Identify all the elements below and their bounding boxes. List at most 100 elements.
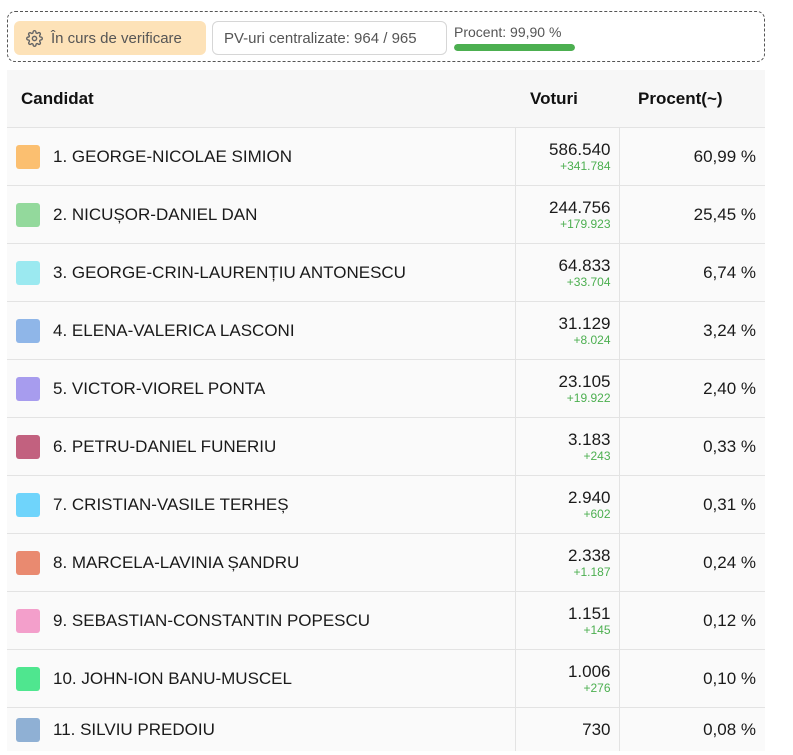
table-row[interactable]: 9. SEBASTIAN-CONSTANTIN POPESCU 1.151 +145… xyxy=(7,591,765,650)
candidate-name: 5. VICTOR-VIOREL PONTA xyxy=(53,378,266,398)
candidate-wrap: 6. PETRU-DANIEL FUNERIU xyxy=(16,434,514,459)
candidate-name: 9. SEBASTIAN-CONSTANTIN POPESCU xyxy=(53,610,371,630)
candidate-name: 8. MARCELA-LAVINIA ȘANDRU xyxy=(53,552,300,572)
table-row[interactable]: 3. GEORGE-CRIN-LAURENȚIU ANTONESCU 64.833… xyxy=(7,243,765,302)
table-header-row: Candidat Voturi Procent(~) xyxy=(7,70,765,128)
candidate-name: 1. GEORGE-NICOLAE SIMION xyxy=(53,146,292,166)
candidate-name: 10. JOHN-ION BANU-MUSCEL xyxy=(53,668,292,688)
candidate-wrap: 10. JOHN-ION BANU-MUSCEL xyxy=(16,666,514,691)
candidate-wrap: 8. MARCELA-LAVINIA ȘANDRU xyxy=(16,550,514,575)
results-table: Candidat Voturi Procent(~) 1. GEORGE-NIC… xyxy=(7,70,765,751)
candidate-name: 6. PETRU-DANIEL FUNERIU xyxy=(53,436,277,456)
candidate-name: 7. CRISTIAN-VASILE TERHEȘ xyxy=(53,494,289,514)
votes-delta: +243 xyxy=(583,448,611,463)
candidate-cell: 3. GEORGE-CRIN-LAURENȚIU ANTONESCU xyxy=(7,243,515,302)
candidate-name: 4. ELENA-VALERICA LASCONI xyxy=(53,320,295,340)
votes-delta: +19.922 xyxy=(566,390,611,405)
percent-cell: 0,12 % xyxy=(619,591,765,650)
percent-cell: 0,33 % xyxy=(619,417,765,476)
table-row[interactable]: 10. JOHN-ION BANU-MUSCEL 1.006 +276 0,10 % xyxy=(7,649,765,708)
candidate-wrap: 4. ELENA-VALERICA LASCONI xyxy=(16,318,514,343)
votes-cell: 2.940 +602 xyxy=(514,475,620,534)
votes-cell: 244.756 +179.923 xyxy=(514,185,620,244)
percent-cell: 0,08 % xyxy=(619,707,765,751)
percent-progress: Procent: 99,90 % xyxy=(454,21,584,55)
party-color-swatch xyxy=(16,550,40,575)
header-votes[interactable]: Voturi xyxy=(515,70,619,128)
percent-cell: 3,24 % xyxy=(619,301,765,360)
header-candidate[interactable]: Candidat xyxy=(7,70,515,128)
pv-count-label: PV-uri centralizate: 964 / 965 xyxy=(224,29,417,47)
pv-count-badge: PV-uri centralizate: 964 / 965 xyxy=(212,21,447,55)
votes-value: 3.183 xyxy=(567,429,611,449)
table-row[interactable]: 6. PETRU-DANIEL FUNERIU 3.183 +243 0,33 % xyxy=(7,417,765,476)
candidate-cell: 7. CRISTIAN-VASILE TERHEȘ xyxy=(7,475,515,534)
party-color-swatch xyxy=(16,434,40,459)
candidate-cell: 6. PETRU-DANIEL FUNERIU xyxy=(7,417,515,476)
table-row[interactable]: 5. VICTOR-VIOREL PONTA 23.105 +19.922 2,40 … xyxy=(7,359,765,418)
progress-bar-fill xyxy=(454,44,575,51)
table-row[interactable]: 11. SILVIU PREDOIU 730 0,08 % xyxy=(7,707,765,751)
votes-value: 64.833 xyxy=(558,255,611,275)
votes-delta: +8.024 xyxy=(573,332,611,347)
gear-icon xyxy=(26,29,43,47)
votes-value: 730 xyxy=(582,719,611,739)
candidate-name: 3. GEORGE-CRIN-LAURENȚIU ANTONESCU xyxy=(53,262,406,282)
candidate-cell: 9. SEBASTIAN-CONSTANTIN POPESCU xyxy=(7,591,515,650)
candidate-wrap: 9. SEBASTIAN-CONSTANTIN POPESCU xyxy=(16,608,514,633)
votes-cell: 1.151 +145 xyxy=(514,591,620,650)
party-color-swatch xyxy=(16,376,40,401)
candidate-wrap: 11. SILVIU PREDOIU xyxy=(16,717,514,742)
votes-value: 2.940 xyxy=(567,487,611,507)
verification-status-badge[interactable]: În curs de verificare xyxy=(14,21,206,55)
percent-cell: 6,74 % xyxy=(619,243,765,302)
candidate-wrap: 1. GEORGE-NICOLAE SIMION xyxy=(16,144,514,169)
candidate-wrap: 7. CRISTIAN-VASILE TERHEȘ xyxy=(16,492,514,517)
candidate-wrap: 5. VICTOR-VIOREL PONTA xyxy=(16,376,514,401)
status-bar: În curs de verificare PV-uri centralizat… xyxy=(7,11,765,62)
percent-cell: 0,10 % xyxy=(619,649,765,708)
percent-cell: 2,40 % xyxy=(619,359,765,418)
votes-delta: +341.784 xyxy=(560,158,611,173)
candidate-wrap: 2. NICUȘOR-DANIEL DAN xyxy=(16,202,514,227)
votes-cell: 1.006 +276 xyxy=(514,649,620,708)
votes-value: 586.540 xyxy=(549,139,611,159)
votes-cell: 2.338 +1.187 xyxy=(514,533,620,592)
votes-delta: +179.923 xyxy=(560,216,611,231)
party-color-swatch xyxy=(16,318,40,343)
party-color-swatch xyxy=(16,492,40,517)
header-percent[interactable]: Procent(~) xyxy=(619,70,765,128)
table-row[interactable]: 2. NICUȘOR-DANIEL DAN 244.756 +179.923 25,4… xyxy=(7,185,765,244)
candidate-wrap: 3. GEORGE-CRIN-LAURENȚIU ANTONESCU xyxy=(16,260,514,285)
votes-delta: +145 xyxy=(583,622,611,637)
votes-value: 1.006 xyxy=(567,661,611,681)
votes-delta: +1.187 xyxy=(573,564,611,579)
percent-cell: 60,99 % xyxy=(619,127,765,186)
votes-delta: +33.704 xyxy=(566,274,611,289)
progress-bar-track xyxy=(454,44,575,51)
candidate-name: 11. SILVIU PREDOIU xyxy=(53,719,215,739)
percent-cell: 25,45 % xyxy=(619,185,765,244)
party-color-swatch xyxy=(16,608,40,633)
votes-value: 23.105 xyxy=(558,371,611,391)
party-color-swatch xyxy=(16,260,40,285)
table-row[interactable]: 8. MARCELA-LAVINIA ȘANDRU 2.338 +1.187 0,24… xyxy=(7,533,765,592)
party-color-swatch xyxy=(16,202,40,227)
table-row[interactable]: 4. ELENA-VALERICA LASCONI 31.129 +8.024 3,2… xyxy=(7,301,765,360)
votes-cell: 64.833 +33.704 xyxy=(514,243,620,302)
candidate-cell: 11. SILVIU PREDOIU xyxy=(7,707,515,751)
candidate-cell: 8. MARCELA-LAVINIA ȘANDRU xyxy=(7,533,515,592)
votes-value: 2.338 xyxy=(567,545,611,565)
votes-value: 31.129 xyxy=(558,313,611,333)
votes-value: 244.756 xyxy=(549,197,611,217)
party-color-swatch xyxy=(16,144,40,169)
table-row[interactable]: 7. CRISTIAN-VASILE TERHEȘ 2.940 +602 0,31 % xyxy=(7,475,765,534)
table-row[interactable]: 1. GEORGE-NICOLAE SIMION 586.540 +341.784 6… xyxy=(7,127,765,186)
votes-delta: +602 xyxy=(583,506,611,521)
candidate-cell: 2. NICUȘOR-DANIEL DAN xyxy=(7,185,515,244)
party-color-swatch xyxy=(16,666,40,691)
percent-cell: 0,24 % xyxy=(619,533,765,592)
candidate-name: 2. NICUȘOR-DANIEL DAN xyxy=(53,204,258,224)
percent-progress-label: Procent: 99,90 % xyxy=(454,24,562,40)
candidate-cell: 4. ELENA-VALERICA LASCONI xyxy=(7,301,515,360)
